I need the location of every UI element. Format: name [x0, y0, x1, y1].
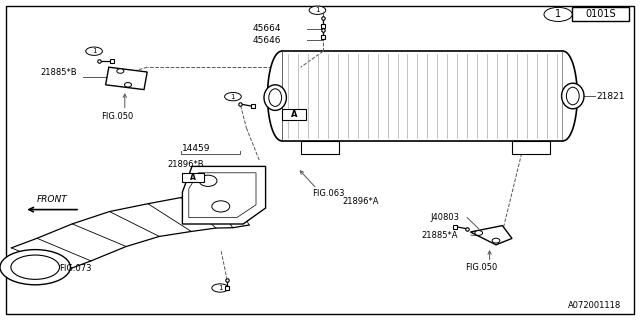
Polygon shape — [182, 166, 266, 224]
Ellipse shape — [492, 238, 500, 243]
Text: 1: 1 — [230, 94, 236, 100]
Text: 21896*A: 21896*A — [342, 197, 379, 206]
Circle shape — [86, 47, 102, 55]
Ellipse shape — [269, 89, 282, 107]
Bar — [512, 141, 550, 154]
Polygon shape — [189, 173, 256, 218]
Text: 1: 1 — [92, 48, 97, 54]
Circle shape — [11, 255, 60, 279]
Polygon shape — [268, 51, 282, 141]
Text: 0101S: 0101S — [585, 9, 616, 20]
Text: FIG.063: FIG.063 — [312, 189, 345, 198]
Circle shape — [544, 7, 572, 21]
Text: 45646: 45646 — [253, 36, 282, 44]
Ellipse shape — [199, 175, 217, 186]
Polygon shape — [563, 51, 577, 141]
Text: 21885*B: 21885*B — [40, 68, 77, 77]
Text: 21896*B: 21896*B — [168, 160, 204, 169]
Text: 14459: 14459 — [182, 144, 211, 153]
Text: 1: 1 — [555, 9, 561, 20]
Ellipse shape — [212, 201, 230, 212]
Text: J40803: J40803 — [430, 213, 459, 222]
Text: FRONT: FRONT — [37, 195, 68, 204]
Circle shape — [225, 92, 241, 101]
Ellipse shape — [264, 85, 287, 110]
Text: A072001118: A072001118 — [568, 301, 621, 310]
Circle shape — [212, 284, 228, 292]
Text: 1: 1 — [218, 285, 223, 291]
Text: A: A — [189, 173, 196, 182]
Text: FIG.073: FIG.073 — [59, 264, 92, 273]
Ellipse shape — [124, 83, 132, 87]
Text: 21821: 21821 — [596, 92, 625, 100]
Bar — [301, 141, 339, 154]
Text: 45664: 45664 — [253, 24, 282, 33]
Ellipse shape — [475, 230, 483, 236]
Ellipse shape — [566, 87, 579, 105]
Text: 1: 1 — [315, 7, 320, 13]
Text: A: A — [291, 110, 297, 119]
Bar — [572, 7, 629, 21]
Ellipse shape — [562, 83, 584, 109]
Polygon shape — [470, 226, 512, 245]
Bar — [282, 109, 306, 120]
Text: FIG.050: FIG.050 — [465, 263, 497, 272]
Bar — [282, 51, 563, 141]
Ellipse shape — [116, 69, 124, 73]
Polygon shape — [106, 67, 147, 90]
Circle shape — [0, 250, 70, 285]
Text: FIG.050: FIG.050 — [101, 112, 133, 121]
Text: 21885*A: 21885*A — [421, 231, 458, 240]
Circle shape — [309, 6, 326, 14]
Bar — [182, 173, 204, 182]
